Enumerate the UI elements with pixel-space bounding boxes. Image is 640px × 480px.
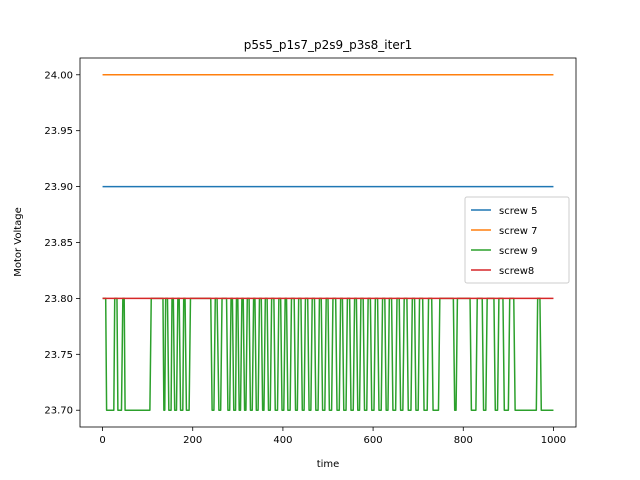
legend: screw 5 screw 7 screw 9 screw8 [464,196,570,284]
y-tick-label: 23.80 [44,294,73,305]
legend-entry: screw 5 [499,206,537,217]
y-tick-label: 24.00 [44,70,73,81]
legend-entry: screw 7 [499,226,537,237]
legend-box [464,196,570,284]
legend-entry: screw8 [499,266,534,277]
x-tick-label: 600 [364,435,383,446]
ticks: 0 200 400 600 800 1000 23.70 23.75 23.80 23.85 23.… [44,70,566,446]
series-line-3 [102,297,554,411]
y-tick-label: 23.95 [44,126,73,137]
y-tick-label: 23.70 [44,406,73,417]
plot-lines [102,74,554,411]
legend-entry: screw 9 [499,246,537,257]
y-tick-label: 23.90 [44,182,73,193]
y-tick-label: 23.85 [44,238,73,249]
chart-title: p5s5_p1s7_p2s9_p3s8_iter1 [244,38,413,52]
y-axis-label: Motor Voltage [13,207,24,277]
x-axis-label: time [317,459,340,470]
x-tick-label: 1000 [541,435,566,446]
y-tick-label: 23.75 [44,350,73,361]
x-tick-label: 0 [99,435,105,446]
x-tick-label: 200 [183,435,202,446]
x-tick-label: 800 [454,435,473,446]
x-tick-label: 400 [273,435,292,446]
